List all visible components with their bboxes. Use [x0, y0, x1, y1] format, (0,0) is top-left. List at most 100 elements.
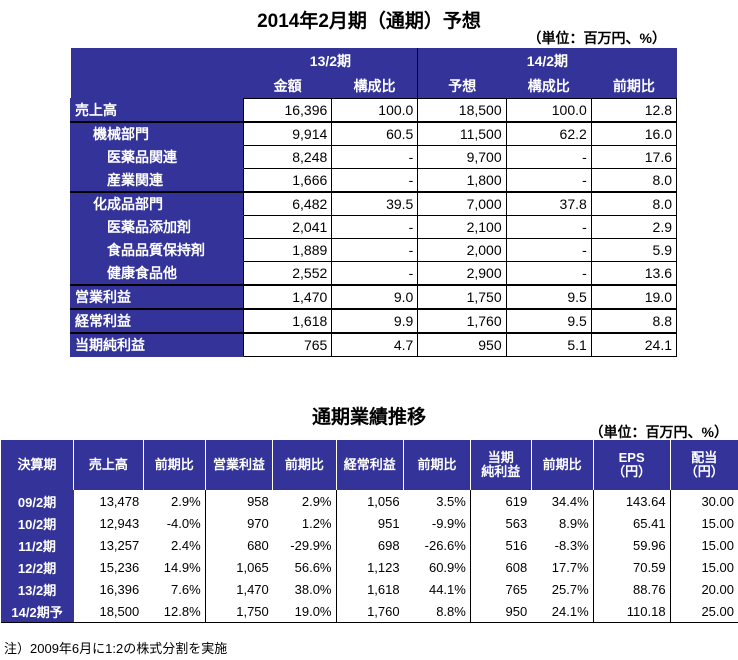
- value-cell: 16,396: [242, 98, 333, 123]
- value-cell: 15.00: [701, 515, 734, 531]
- row-label: 食品品質保持剤: [70, 238, 244, 262]
- value-cell: 37.8: [505, 191, 592, 216]
- value-cell: 698: [377, 537, 400, 553]
- value-cell: 1.2%: [272, 512, 337, 534]
- column-header-row: 金額 構成比 予想 構成比 前期比: [71, 73, 677, 99]
- period-label: 09/2期: [0, 490, 74, 512]
- row-label: 営業利益: [70, 284, 244, 310]
- value-cell: 2.9%: [143, 490, 206, 512]
- value-cell: 9,914: [242, 121, 333, 146]
- value-cell: 19.0%: [272, 600, 337, 623]
- value-cell: 1,800: [417, 168, 507, 193]
- table-row: 当期純利益 765 4.7 950 5.1 24.1: [70, 332, 678, 357]
- table-row: 13/2期 16,396 7.6% 1,470 38.0% 1,618 44.1% 765 25…: [0, 578, 738, 600]
- value-cell: 958: [247, 493, 269, 509]
- history-table: 決算期 売上高 前期比 営業利益 前期比 経常利益 前期比 当期 純利益 前期比 EPS （円）配…: [0, 440, 738, 623]
- column-header: 前期比: [530, 440, 594, 490]
- value-cell: -: [331, 145, 419, 169]
- period-label: 13/2期: [0, 578, 74, 600]
- period-label: 14/2期予: [0, 600, 74, 623]
- period-label: 12/2期: [0, 556, 74, 578]
- column-header: 前期比: [142, 440, 206, 490]
- row-label: 健康食品他: [70, 261, 244, 286]
- column-header: 前期比: [272, 440, 336, 490]
- column-header: 予想: [417, 73, 507, 99]
- forecast-title: 2014年2月期（通期）予想: [257, 11, 481, 32]
- value-cell: 88.76: [593, 578, 671, 600]
- value-cell: 13,257: [99, 537, 140, 553]
- column-header: 営業利益: [204, 440, 273, 490]
- value-cell: 17.6: [590, 145, 678, 169]
- value-cell: 18,500: [73, 600, 144, 623]
- value-cell: 1,618: [367, 581, 400, 597]
- table-row: 医薬品関連 8,248-9,700-17.6: [70, 145, 678, 169]
- value-cell: 143.64: [593, 490, 671, 512]
- value-cell: 608: [505, 559, 528, 575]
- value-cell: 16,396: [99, 581, 140, 597]
- value-cell: 8.0: [590, 191, 678, 216]
- value-cell: 3.5%: [403, 490, 471, 512]
- column-header: 前期比: [403, 440, 471, 490]
- value-cell: 25.00: [670, 600, 738, 623]
- value-cell: 1,618: [242, 308, 333, 334]
- row-label: 当期純利益: [70, 332, 244, 357]
- period-label: 10/2期: [0, 512, 74, 534]
- value-cell: 9,700: [417, 145, 507, 169]
- value-cell: -: [331, 215, 419, 239]
- value-cell: 8.0: [590, 168, 678, 193]
- value-cell: 15.00: [701, 559, 734, 575]
- column-header: 決算期: [0, 440, 74, 490]
- value-cell: -29.9%: [272, 534, 337, 556]
- table-row: 売上高 16,396 100.0 18,500 100.0 12.8: [70, 98, 678, 123]
- value-cell: 5.9: [590, 238, 678, 262]
- value-cell: 15,236: [99, 559, 140, 575]
- header-row: 決算期 売上高 前期比 営業利益 前期比 経常利益 前期比 当期 純利益 前期比 EPS （円）配…: [0, 440, 738, 490]
- table-row: 12/2期 15,236 14.9% 1,065 56.6% 1,123 60.9% 608 1…: [0, 556, 738, 578]
- value-cell: 24.1%: [531, 600, 594, 623]
- value-cell: 9.0: [331, 284, 419, 310]
- value-cell: 7,000: [417, 191, 507, 216]
- value-cell: 15.00: [701, 537, 734, 553]
- table-row: 医薬品添加剤 2,041-2,100-2.9: [70, 215, 678, 239]
- value-cell: 1,889: [242, 238, 333, 262]
- value-cell: 24.1: [590, 332, 678, 357]
- value-cell: 619: [505, 493, 528, 509]
- value-cell: 7.6%: [143, 578, 206, 600]
- value-cell: 765: [505, 581, 528, 597]
- value-cell: 9.5: [505, 308, 592, 334]
- value-cell: 950: [470, 600, 532, 623]
- value-cell: 56.6%: [272, 556, 337, 578]
- value-cell: 12.8%: [143, 600, 206, 623]
- row-label: 医薬品添加剤: [70, 215, 244, 239]
- value-cell: 2.4%: [143, 534, 206, 556]
- value-cell: -4.0%: [143, 512, 206, 534]
- value-cell: 1,123: [367, 559, 400, 575]
- table-row: 10/2期 12,943 -4.0% 970 1.2% 951 -9.9% 563 8.9% 65…: [0, 512, 738, 534]
- value-cell: 13,478: [99, 493, 140, 509]
- value-cell: -: [331, 238, 419, 262]
- table-row: 化成品部門 6,482 39.5 7,000 37.8 8.0: [70, 191, 678, 216]
- value-cell: 13.6: [590, 261, 678, 286]
- value-cell: 60.9%: [403, 556, 471, 578]
- value-cell: 14.9%: [143, 556, 206, 578]
- value-cell: 2.9%: [272, 490, 337, 512]
- table-row: 産業関連 1,666-1,800-8.0: [70, 168, 678, 193]
- column-header: 構成比: [331, 73, 418, 99]
- value-cell: 8.9%: [531, 512, 594, 534]
- forecast-table: 13/2期 14/2期 金額 構成比 予想 構成比 前期比 売上高 16,396 100.0 18,…: [70, 48, 678, 357]
- value-cell: 1,666: [242, 168, 333, 193]
- column-header: 構成比: [506, 73, 592, 99]
- value-cell: 39.5: [331, 191, 419, 216]
- value-cell: 65.41: [593, 512, 671, 534]
- value-cell: 12.8: [590, 98, 678, 123]
- value-cell: -: [505, 145, 592, 169]
- value-cell: 1,760: [417, 308, 507, 334]
- value-cell: 1,750: [417, 284, 507, 310]
- value-cell: 18,500: [417, 98, 507, 123]
- column-header: 経常利益: [335, 440, 404, 490]
- value-cell: 9.9: [331, 308, 419, 334]
- value-cell: 563: [505, 515, 528, 531]
- column-header: 配当 （円）: [669, 440, 738, 490]
- value-cell: 11,500: [417, 121, 507, 146]
- value-cell: 680: [247, 537, 269, 553]
